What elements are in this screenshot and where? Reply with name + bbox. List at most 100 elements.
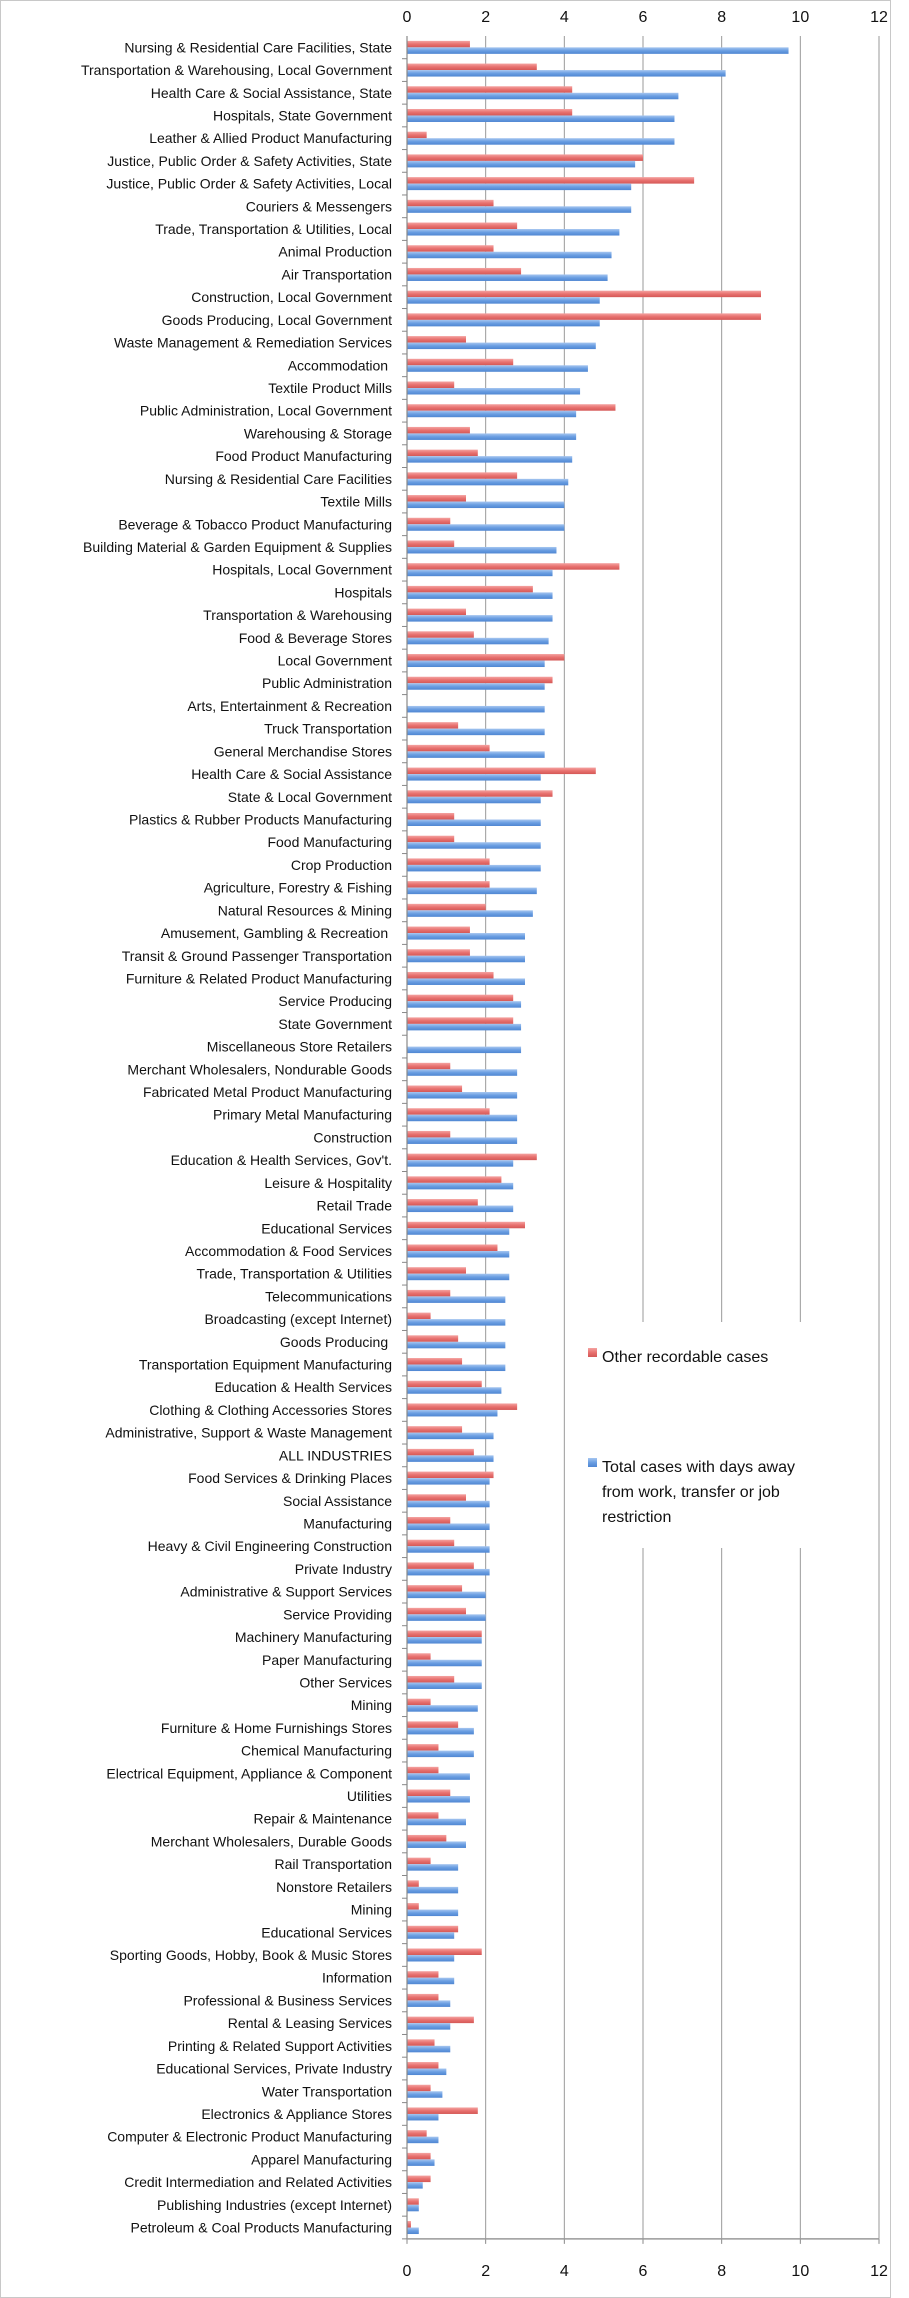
bar-other-recordable bbox=[407, 1653, 431, 1660]
bar-days-away bbox=[407, 955, 525, 963]
bar-days-away bbox=[407, 1568, 490, 1576]
bar-other-recordable bbox=[407, 676, 553, 684]
category-label: Transit & Ground Passenger Transportatio… bbox=[122, 948, 392, 964]
bar-other-recordable bbox=[407, 2198, 419, 2205]
category-label: Air Transportation bbox=[282, 266, 393, 282]
bar-other-recordable bbox=[407, 1062, 451, 1070]
category-label: Local Government bbox=[278, 653, 393, 669]
bar-other-recordable bbox=[407, 2016, 474, 2024]
bar-other-recordable bbox=[407, 1517, 451, 1524]
bar-days-away bbox=[407, 1432, 494, 1440]
category-label: Justice, Public Order & Safety Activitie… bbox=[107, 153, 392, 169]
bar-days-away bbox=[407, 456, 573, 463]
bar-days-away bbox=[407, 319, 600, 327]
category-label: Crop Production bbox=[291, 857, 392, 873]
category-labels: Nursing & Residential Care Facilities, S… bbox=[81, 39, 392, 2235]
category-label: Arts, Entertainment & Recreation bbox=[187, 698, 392, 714]
bar-days-away bbox=[407, 1387, 502, 1394]
bar-days-away bbox=[407, 1932, 455, 1939]
bar-other-recordable bbox=[407, 290, 761, 298]
category-label: Hospitals, Local Government bbox=[212, 562, 392, 578]
bar-days-away bbox=[407, 138, 675, 145]
bar-days-away bbox=[407, 774, 541, 781]
bar-days-away bbox=[407, 933, 525, 940]
category-label: Clothing & Clothing Accessories Stores bbox=[149, 1402, 392, 1418]
bar-days-away bbox=[407, 274, 608, 281]
bar-other-recordable bbox=[407, 2175, 431, 2183]
bar-other-recordable bbox=[407, 1630, 482, 1638]
bar-days-away bbox=[407, 637, 549, 645]
bar-other-recordable bbox=[407, 1562, 474, 1569]
bar-other-recordable bbox=[407, 1312, 431, 1320]
bar-other-recordable bbox=[407, 812, 455, 820]
bar-other-recordable bbox=[407, 835, 455, 843]
legend-swatch-other-recordable bbox=[588, 1348, 597, 1357]
bar-other-recordable bbox=[407, 903, 486, 911]
bar-days-away bbox=[407, 229, 620, 236]
category-label: Machinery Manufacturing bbox=[235, 1629, 392, 1645]
category-label: Nursing & Residential Care Facilities, S… bbox=[124, 39, 392, 55]
category-label: Health Care & Social Assistance bbox=[191, 766, 392, 782]
category-label: Other Services bbox=[299, 1674, 392, 1690]
bar-days-away bbox=[407, 569, 553, 577]
category-label: Rail Transportation bbox=[274, 1856, 392, 1872]
bar-other-recordable bbox=[407, 404, 616, 411]
bar-other-recordable bbox=[407, 767, 596, 775]
bar-days-away bbox=[407, 1364, 506, 1372]
category-label: Transportation & Warehousing bbox=[203, 607, 392, 623]
bar-days-away bbox=[407, 910, 533, 917]
bar-days-away bbox=[407, 660, 545, 668]
category-label: Sporting Goods, Hobby, Book & Music Stor… bbox=[110, 1947, 392, 1963]
value-tick-labels: 0 0 2 2 4 4 6 6 8 8 10 10 12 12 bbox=[403, 9, 888, 2280]
bar-other-recordable bbox=[407, 1130, 451, 1138]
bar-days-away bbox=[407, 615, 553, 622]
category-label: Goods Producing bbox=[280, 1334, 392, 1350]
bar-days-away bbox=[407, 1228, 510, 1235]
bar-days-away bbox=[407, 297, 600, 304]
bar-other-recordable bbox=[407, 449, 478, 457]
category-label: Merchant Wholesalers, Durable Goods bbox=[151, 1833, 392, 1849]
bar-other-recordable bbox=[407, 245, 494, 252]
bar-other-recordable bbox=[407, 1607, 466, 1615]
bar-days-away bbox=[407, 2045, 451, 2053]
bar-other-recordable bbox=[407, 790, 553, 797]
category-label: Educational Services bbox=[261, 1924, 392, 1940]
bar-days-away bbox=[407, 115, 675, 122]
bar-other-recordable bbox=[407, 1993, 439, 2001]
category-label: Educational Services bbox=[261, 1220, 392, 1236]
bar-other-recordable bbox=[407, 222, 518, 230]
category-label: Education & Health Services, Gov't. bbox=[171, 1152, 392, 1168]
bar-other-recordable bbox=[407, 63, 537, 71]
bar-days-away bbox=[407, 365, 588, 372]
bar-other-recordable bbox=[407, 1199, 478, 1206]
category-label: Paper Manufacturing bbox=[262, 1652, 392, 1668]
bar-other-recordable bbox=[407, 131, 427, 139]
bar-days-away bbox=[407, 978, 525, 985]
bar-other-recordable bbox=[407, 1448, 474, 1456]
bar-days-away bbox=[407, 1478, 490, 1485]
category-label: Health Care & Social Assistance, State bbox=[151, 85, 392, 101]
category-label: Food Product Manufacturing bbox=[215, 448, 392, 464]
bar-days-away bbox=[407, 1773, 470, 1780]
bar-days-away bbox=[407, 1455, 494, 1462]
bar-days-away bbox=[407, 1182, 514, 1190]
bar-other-recordable bbox=[407, 1289, 451, 1297]
category-label: Transportation Equipment Manufacturing bbox=[139, 1357, 392, 1373]
bar-other-recordable bbox=[407, 1085, 463, 1093]
category-label: Service Producing bbox=[278, 993, 392, 1009]
category-label: Natural Resources & Mining bbox=[218, 902, 392, 918]
bar-days-away bbox=[407, 1614, 486, 1621]
tick-label-top: 6 bbox=[639, 9, 648, 26]
category-label: Rental & Leasing Services bbox=[228, 2015, 392, 2031]
bar-days-away bbox=[407, 524, 565, 531]
bar-other-recordable bbox=[407, 1221, 525, 1229]
category-label: Leisure & Hospitality bbox=[264, 1175, 392, 1191]
category-label: Educational Services, Private Industry bbox=[156, 2061, 392, 2077]
category-label: Administrative, Support & Waste Manageme… bbox=[105, 1425, 392, 1441]
category-label: Warehousing & Storage bbox=[244, 425, 392, 441]
category-label: Credit Intermediation and Related Activi… bbox=[124, 2174, 392, 2190]
bar-days-away bbox=[407, 705, 545, 713]
category-label: Miscellaneous Store Retailers bbox=[207, 1039, 392, 1055]
category-label: Waste Management & Remediation Services bbox=[114, 335, 392, 351]
category-label: Trade, Transportation & Utilities, Local bbox=[155, 221, 392, 237]
